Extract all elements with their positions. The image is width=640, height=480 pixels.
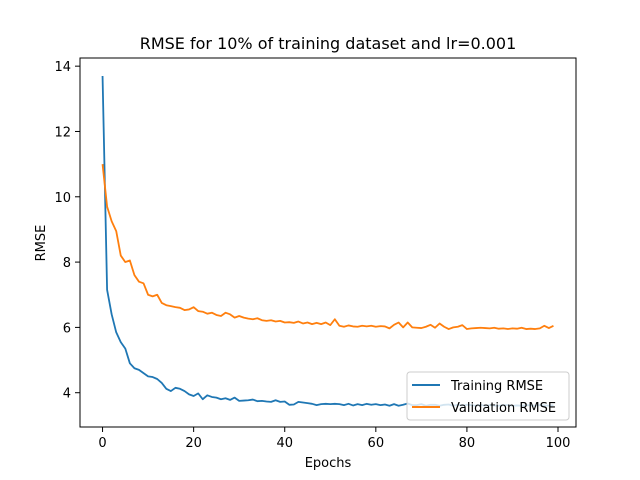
y-tick-label: 14 bbox=[54, 60, 71, 75]
validation-rmse-line bbox=[101, 164, 554, 330]
y-tick-label: 8 bbox=[63, 256, 71, 271]
legend-label-validation: Validation RMSE bbox=[451, 401, 556, 416]
axes-frame bbox=[79, 57, 577, 428]
x-axis-label: Epochs bbox=[305, 456, 352, 471]
x-tick-label: 60 bbox=[368, 436, 385, 451]
y-tick-label: 10 bbox=[54, 191, 71, 206]
x-tick-label: 0 bbox=[98, 436, 106, 451]
y-axis-ticks: 4 6 8 10 12 14 bbox=[54, 60, 80, 402]
y-tick-label: 6 bbox=[63, 321, 71, 336]
legend: Training RMSE Validation RMSE bbox=[406, 371, 570, 421]
legend-label-training: Training RMSE bbox=[450, 379, 543, 394]
y-tick-label: 4 bbox=[63, 387, 71, 402]
x-tick-label: 40 bbox=[276, 436, 293, 451]
x-axis-ticks: 0 20 40 60 80 100 bbox=[98, 427, 570, 451]
x-tick-label: 100 bbox=[546, 436, 571, 451]
y-axis-label: RMSE bbox=[34, 225, 49, 262]
x-tick-label: 20 bbox=[185, 436, 202, 451]
legend-box bbox=[406, 371, 570, 421]
chart-title: RMSE for 10% of training dataset and lr=… bbox=[140, 34, 517, 53]
x-tick-label: 80 bbox=[459, 436, 476, 451]
y-tick-label: 12 bbox=[54, 125, 71, 140]
